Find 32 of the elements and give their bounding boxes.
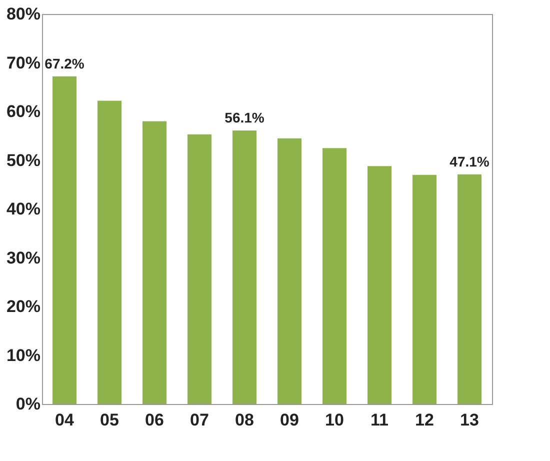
y-tick-label: 40% [6,200,40,218]
bar [142,121,166,404]
x-tick-label: 12 [415,410,434,430]
x-tick-label: 13 [460,410,479,430]
x-tick-label: 10 [325,410,344,430]
bar [278,138,302,404]
bar [188,134,212,404]
bar [458,174,482,404]
y-tick-label: 0% [16,394,40,414]
bar [98,100,122,404]
data-label: 67.2% [44,55,85,72]
bar [232,130,256,404]
data-label: 47.1% [450,153,490,170]
y-tick-label: 30% [6,248,40,268]
x-tick-label: 07 [190,410,209,430]
y-tick-label: 10% [6,346,40,365]
data-label: 56.1% [224,110,265,126]
y-tick-label: 50% [6,150,40,170]
x-tick-label: 09 [280,410,299,430]
x-tick-label: 05 [100,410,119,430]
bar [368,166,392,404]
x-tick-label: 08 [235,410,254,430]
y-tick-label: 20% [6,297,40,316]
bar [52,76,76,404]
x-tick-label: 06 [145,410,164,430]
x-tick-label: 11 [370,410,388,430]
y-tick-label: 60% [6,102,40,121]
x-tick-label: 04 [55,410,74,430]
bar [412,174,436,404]
y-tick-label: 70% [6,53,40,72]
bar [322,148,346,404]
y-tick-label: 80% [6,4,40,24]
